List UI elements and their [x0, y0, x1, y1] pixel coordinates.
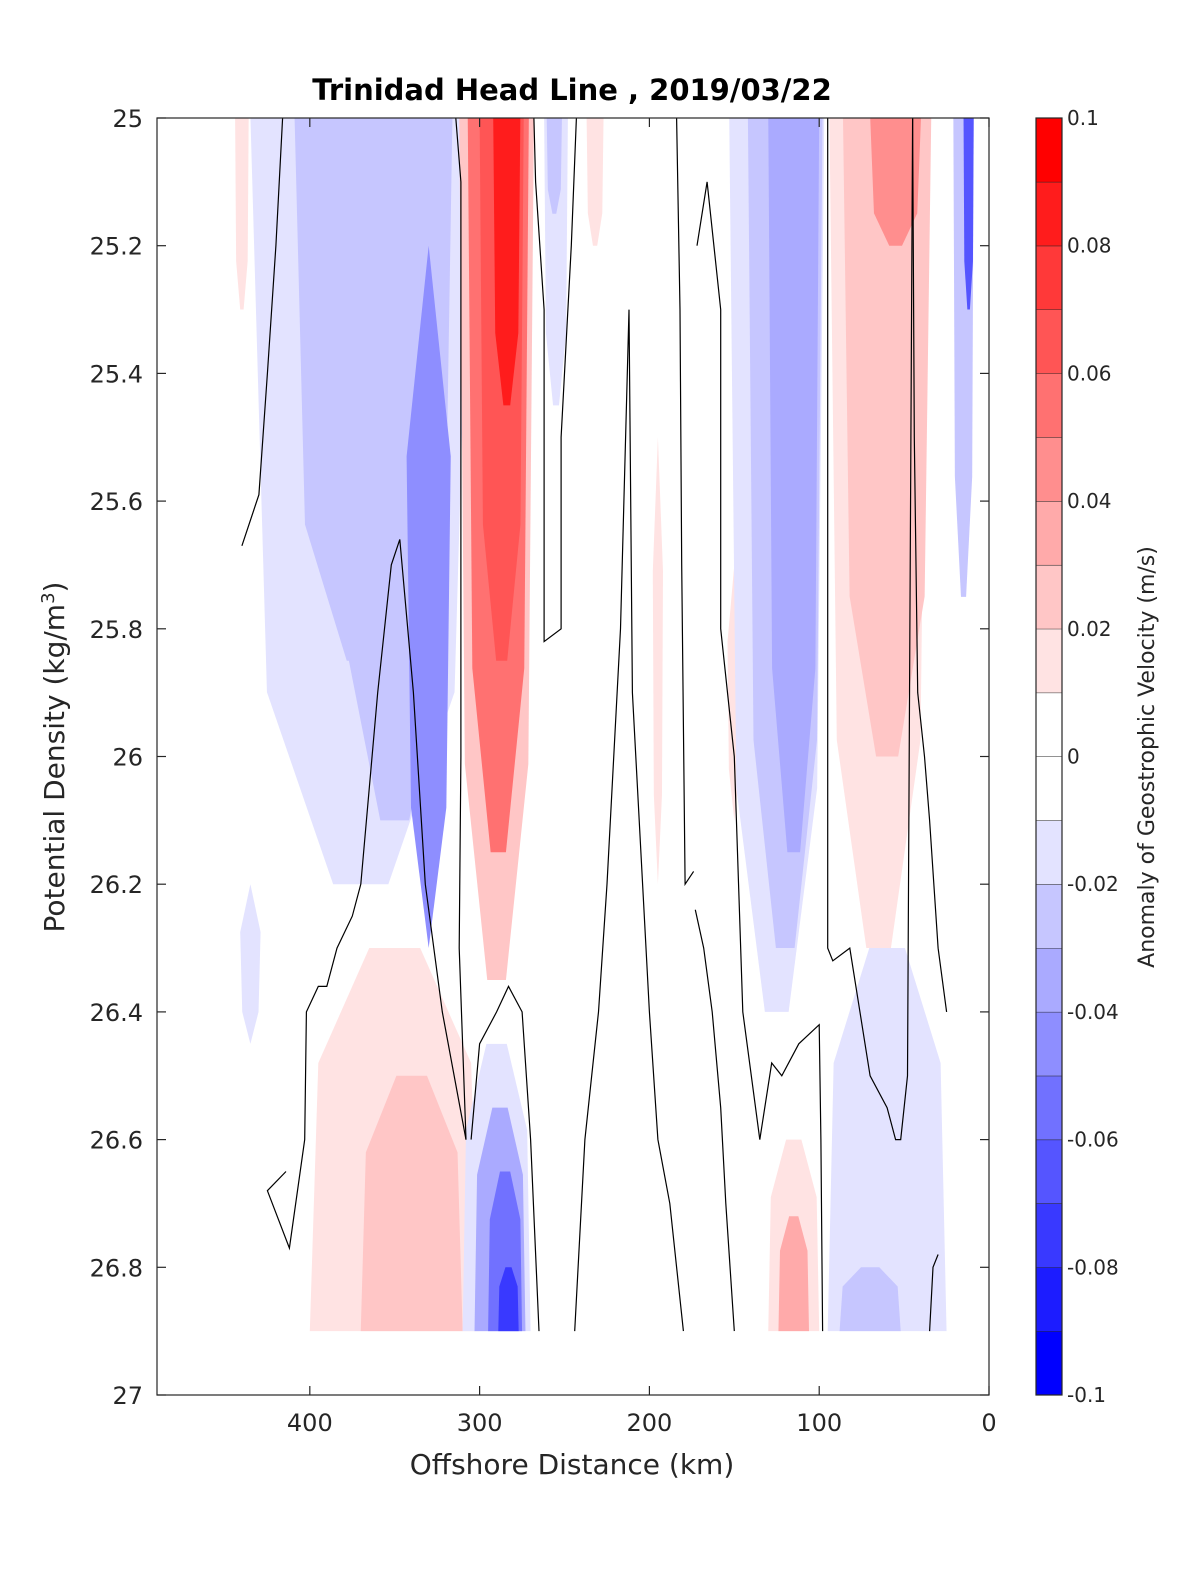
- velocity-anomaly-region: [586, 118, 604, 246]
- zero-contour-line: [759, 1023, 824, 1332]
- zero-contour-line: [911, 118, 948, 1012]
- velocity-anomaly-region: [652, 437, 663, 885]
- colorbar-tick-label: 0.04: [1067, 489, 1112, 513]
- colorbar-segment: [1036, 118, 1062, 182]
- colorbar-tick-label: -0.1: [1067, 1383, 1106, 1407]
- colorbar-segment: [1036, 820, 1062, 885]
- zero-contour-line: [455, 118, 467, 1140]
- y-tick-label: 26.8: [90, 1254, 143, 1282]
- velocity-anomaly-region: [235, 118, 249, 310]
- velocity-anomaly-region: [778, 1216, 810, 1332]
- y-tick-label: 25.8: [90, 616, 143, 644]
- heatmap-layer: [235, 118, 974, 1332]
- y-tick-label: 27: [112, 1382, 143, 1410]
- y-axis-label-sup: 3: [38, 592, 59, 603]
- y-axis-label: Potential Density (kg/m3): [38, 582, 72, 933]
- velocity-anomaly-region: [418, 1139, 456, 1300]
- colorbar-segment: [1036, 373, 1062, 438]
- zero-contour-line: [533, 118, 577, 643]
- velocity-anomaly-region: [827, 948, 947, 1332]
- colorbar-segment: [1036, 1331, 1062, 1395]
- y-axis-label-main: Potential Density (kg/m: [38, 604, 71, 933]
- zero-contour-line: [827, 118, 914, 1141]
- colorbar-frame: [1035, 117, 1063, 1396]
- colorbar-segment: [1036, 437, 1062, 502]
- zero-contour-line: [470, 985, 540, 1332]
- velocity-anomaly-region: [493, 118, 521, 406]
- velocity-anomaly-region: [498, 1267, 519, 1332]
- zero-contour-line: [676, 118, 695, 887]
- colorbar-label: Anomaly of Geostrophic Velocity (m/s): [1135, 546, 1160, 968]
- y-tick-label: 26.6: [90, 1127, 143, 1155]
- x-tick-label: 200: [627, 1409, 673, 1437]
- colorbar-segment: [1036, 884, 1062, 949]
- x-tick-label: 400: [287, 1409, 333, 1437]
- y-tick-label: 26.2: [90, 871, 143, 899]
- chart-title: Trinidad Head Line , 2019/03/22: [312, 73, 832, 107]
- y-tick-label: 26.4: [90, 999, 143, 1027]
- x-axis-label: Offshore Distance (km): [410, 1448, 735, 1481]
- velocity-anomaly-region: [240, 884, 261, 1044]
- x-tick-label: 0: [981, 1409, 996, 1437]
- colorbar-tick-label: 0.02: [1067, 617, 1112, 641]
- x-axis: 400 300 200 100 0: [287, 118, 997, 1437]
- colorbar-segment: [1036, 1203, 1062, 1268]
- colorbar-tick-label: -0.04: [1067, 1000, 1119, 1024]
- colorbar-segment: [1036, 628, 1062, 693]
- x-tick-label: 300: [457, 1409, 503, 1437]
- colorbar-tick-label: -0.02: [1067, 872, 1119, 896]
- colorbar: 0.1 0.08 0.06 0.04 0.02 0 -0.02 -0.04 -0.06 -0.08…: [1035, 106, 1119, 1407]
- y-axis-label-end: ): [38, 582, 71, 593]
- velocity-anomaly-region: [870, 118, 922, 246]
- x-tick-label: 100: [796, 1409, 842, 1437]
- colorbar-tick-label: -0.08: [1067, 1255, 1119, 1279]
- colorbar-tick-label: 0: [1067, 745, 1080, 769]
- velocity-anomaly-region: [406, 245, 451, 949]
- zero-contour-line: [929, 1254, 939, 1332]
- velocity-anomaly-region: [839, 1267, 901, 1332]
- zero-contour-layer: [241, 118, 948, 1332]
- colorbar-tick-label: -0.06: [1067, 1128, 1119, 1152]
- colorbar-segment: [1036, 1011, 1062, 1076]
- colorbar-segment: [1036, 245, 1062, 310]
- velocity-anomaly-region: [963, 118, 974, 310]
- colorbar-tick-label: 0.1: [1067, 106, 1099, 130]
- colorbar-segment: [1036, 948, 1062, 1012]
- colorbar-segment: [1036, 181, 1062, 246]
- colorbar-segment: [1036, 1267, 1062, 1332]
- y-tick-label: 26: [112, 744, 143, 772]
- zero-contour-line: [574, 309, 684, 1332]
- colorbar-segment: [1036, 309, 1062, 374]
- y-tick-label: 25.6: [90, 488, 143, 516]
- colorbar-segment: [1036, 501, 1062, 565]
- colorbar-segment: [1036, 756, 1062, 821]
- colorbar-tick-label: 0.08: [1067, 234, 1112, 258]
- zero-contour-line: [694, 909, 735, 1332]
- y-tick-label: 25.4: [90, 360, 143, 388]
- zero-contour-line: [241, 118, 284, 546]
- colorbar-tick-label: 0.06: [1067, 361, 1112, 385]
- velocity-anomaly-region: [546, 118, 562, 214]
- zero-contour-line: [696, 181, 761, 1140]
- colorbar-segment: [1036, 564, 1062, 629]
- velocity-anomaly-region: [768, 118, 820, 853]
- y-axis: 25 25.2 25.4 25.6 25.8 26 26.2 26.4 26.6 26.8 27: [90, 105, 989, 1410]
- colorbar-segment: [1036, 1139, 1062, 1204]
- y-tick-label: 25.2: [90, 233, 143, 261]
- colorbar-segment: [1036, 1075, 1062, 1140]
- colorbar-segment: [1036, 692, 1062, 757]
- y-tick-label: 25: [112, 105, 143, 133]
- zero-contour-line: [266, 539, 467, 1251]
